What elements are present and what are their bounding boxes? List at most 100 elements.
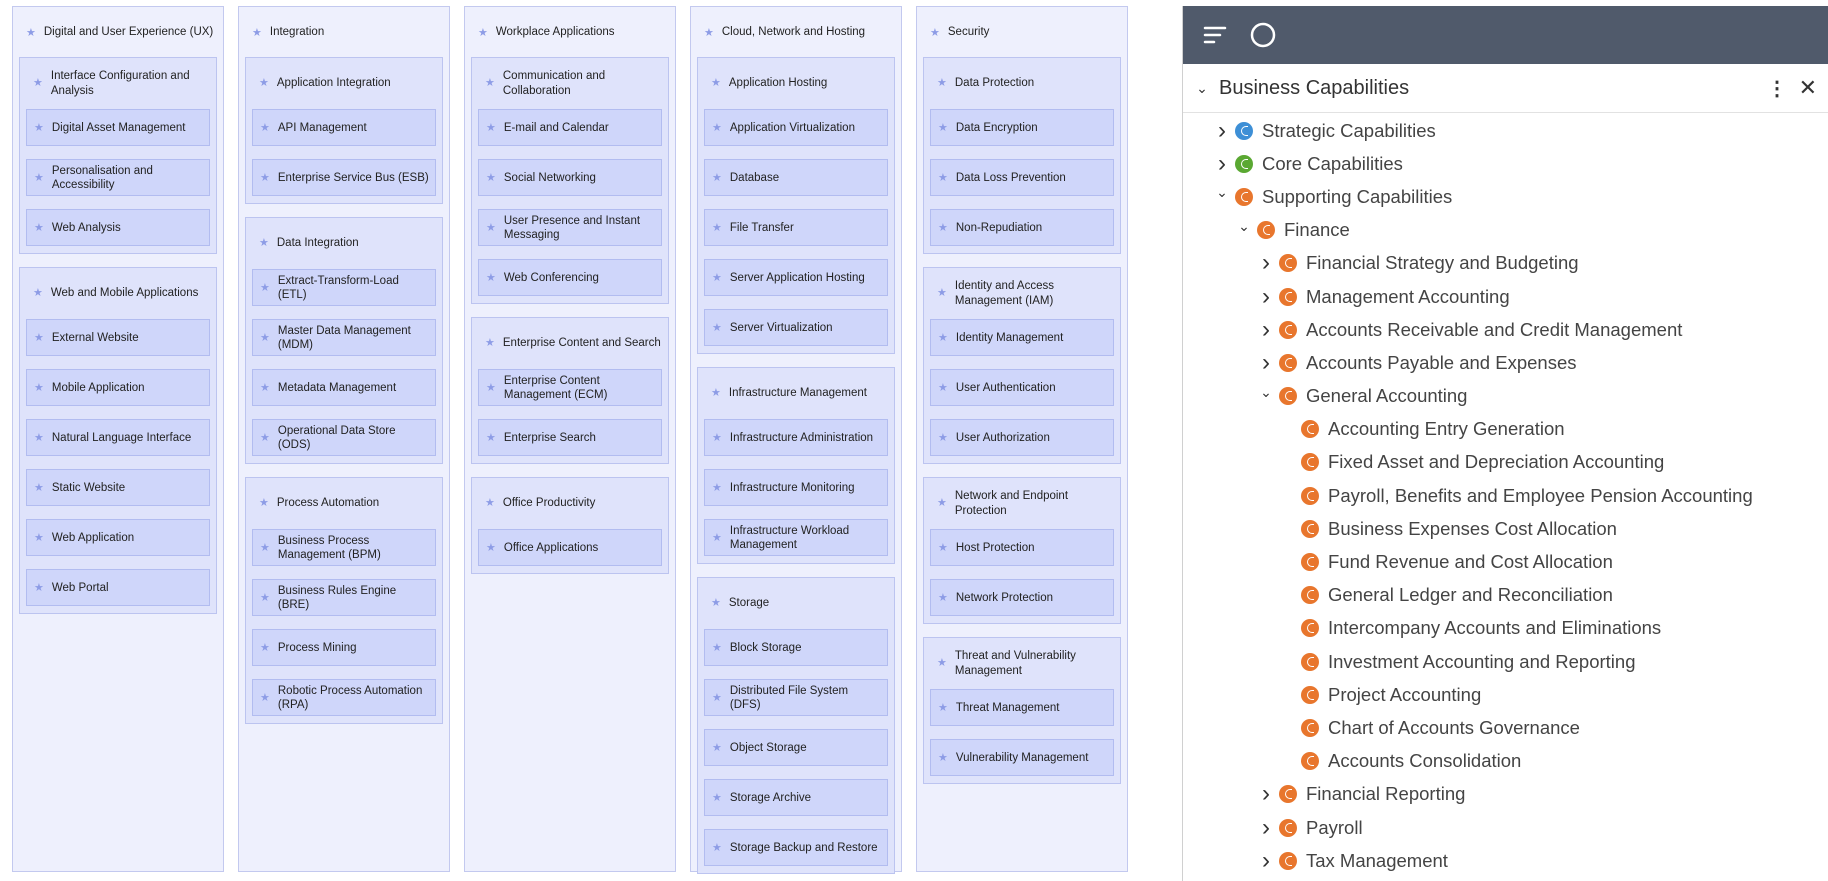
capability[interactable]: ★ Web Portal [26, 569, 210, 606]
capability[interactable]: ★ Enterprise Service Bus (ESB) [252, 159, 436, 196]
capability-label: Host Protection [955, 541, 1035, 554]
tree-row[interactable]: Intercompany Accounts and Eliminations [1183, 612, 1828, 645]
node-label: General Ledger and Reconciliation [1328, 584, 1613, 606]
star-icon: ★ [938, 171, 948, 184]
expand-toggle[interactable]: › [1262, 348, 1270, 376]
expand-toggle[interactable]: ⌄ [1238, 217, 1250, 234]
capability[interactable]: ★ Business Process Management (BPM) [252, 529, 436, 566]
capability[interactable]: ★ Vulnerability Management [930, 739, 1114, 776]
capability[interactable]: ★ Extract-Transform-Load (ETL) [252, 269, 436, 306]
capability[interactable]: ★ Robotic Process Automation (RPA) [252, 679, 436, 716]
expand-toggle[interactable]: › [1262, 249, 1270, 277]
node-icon [1257, 221, 1275, 240]
capability[interactable]: ★ E-mail and Calendar [478, 109, 662, 146]
close-icon[interactable]: ✕ [1798, 75, 1817, 100]
capability[interactable]: ★ Enterprise Content Management (ECM) [478, 369, 662, 406]
capability[interactable]: ★ Data Encryption [930, 109, 1114, 146]
expand-toggle[interactable]: › [1262, 846, 1270, 874]
capability[interactable]: ★ Infrastructure Monitoring [704, 469, 888, 506]
capability[interactable]: ★ Master Data Management (MDM) [252, 319, 436, 356]
capability[interactable]: ★ Web Analysis [26, 209, 210, 246]
tree-row[interactable]: Payroll, Benefits and Employee Pension A… [1183, 479, 1828, 512]
capability-label: Extract-Transform-Load (ETL) [277, 274, 399, 301]
capability[interactable]: ★ Infrastructure Workload Management [704, 519, 888, 556]
expand-toggle[interactable]: ⌄ [1216, 184, 1228, 201]
capability[interactable]: ★ Web Conferencing [478, 259, 662, 296]
tree-row[interactable]: › Strategic Capabilities [1183, 114, 1828, 147]
capability[interactable]: ★ Host Protection [930, 529, 1114, 566]
tree-row[interactable]: › Accounts Receivable and Credit Manageme… [1183, 313, 1828, 346]
capability[interactable]: ★ Block Storage [704, 629, 888, 666]
node-icon [1279, 320, 1297, 339]
capability[interactable]: ★ Mobile Application [26, 369, 210, 406]
capability[interactable]: ★ Digital Asset Management [26, 109, 210, 146]
tree-row[interactable]: Fixed Asset and Depreciation Accounting [1183, 446, 1828, 479]
capability[interactable]: ★ Static Website [26, 469, 210, 506]
capability[interactable]: ★ Threat Management [930, 689, 1114, 726]
capability[interactable]: ★ User Presence and Instant Messaging [478, 209, 662, 246]
capability[interactable]: ★ Personalisation and Accessibility [26, 159, 210, 196]
capability[interactable]: ★ Server Virtualization [704, 309, 888, 346]
star-icon: ★ [712, 271, 722, 284]
tree-row[interactable]: Accounting Entry Generation [1183, 413, 1828, 446]
menu-icon[interactable]: ⋮ [1767, 77, 1787, 100]
expand-toggle[interactable]: › [1262, 282, 1270, 310]
capability[interactable]: ★ External Website [26, 319, 210, 356]
capability[interactable]: ★ Data Loss Prevention [930, 159, 1114, 196]
capability[interactable]: ★ Social Networking [478, 159, 662, 196]
tree-row[interactable]: › Financial Strategy and Budgeting [1183, 247, 1828, 280]
tree-row[interactable]: General Ledger and Reconciliation [1183, 579, 1828, 612]
capability[interactable]: ★ Infrastructure Administration [704, 419, 888, 456]
capability[interactable]: ★ Database [704, 159, 888, 196]
collapse-icon[interactable]: ⌄ [1196, 79, 1208, 96]
tree-row[interactable]: Investment Accounting and Reporting [1183, 645, 1828, 678]
capability[interactable]: ★ File Transfer [704, 209, 888, 246]
expand-toggle[interactable]: › [1262, 813, 1270, 841]
expand-toggle[interactable]: ⌄ [1260, 383, 1272, 400]
capability-label: Server Application Hosting [729, 271, 865, 284]
tree-row[interactable]: ⌄ Finance [1183, 214, 1828, 247]
expand-toggle[interactable]: › [1262, 780, 1270, 808]
capability[interactable]: ★ Identity Management [930, 319, 1114, 356]
capability[interactable]: ★ Server Application Hosting [704, 259, 888, 296]
capability[interactable]: ★ Application Virtualization [704, 109, 888, 146]
capability[interactable]: ★ User Authorization [930, 419, 1114, 456]
tree-row[interactable]: Business Expenses Cost Allocation [1183, 512, 1828, 545]
tree-row[interactable]: › Financial Reporting [1183, 778, 1828, 811]
capability[interactable]: ★ Natural Language Interface [26, 419, 210, 456]
tree-row[interactable]: Project Accounting [1183, 678, 1828, 711]
tree-row[interactable]: Fund Revenue and Cost Allocation [1183, 545, 1828, 578]
tree-row[interactable]: Accounts Consolidation [1183, 745, 1828, 778]
capability[interactable]: ★ Metadata Management [252, 369, 436, 406]
expand-toggle[interactable]: › [1218, 116, 1226, 144]
tree-row[interactable]: ⌄ Supporting Capabilities [1183, 180, 1828, 213]
node-label: Payroll [1306, 816, 1363, 838]
star-icon: ★ [486, 271, 496, 284]
capability[interactable]: ★ Process Mining [252, 629, 436, 666]
capability[interactable]: ★ Object Storage [704, 729, 888, 766]
tree-row[interactable]: Chart of Accounts Governance [1183, 711, 1828, 744]
tree-row[interactable]: › Core Capabilities [1183, 147, 1828, 180]
capability[interactable]: ★ Non-Repudiation [930, 209, 1114, 246]
column-header-label: Digital and User Experience (UX) [43, 26, 214, 38]
tree-row[interactable]: › Tax Management [1183, 844, 1828, 877]
expand-toggle[interactable]: › [1262, 315, 1270, 343]
tree-row[interactable]: › Payroll [1183, 811, 1828, 844]
capability-label: Network Protection [955, 591, 1054, 604]
capability[interactable]: ★ API Management [252, 109, 436, 146]
tree-row[interactable]: ⌄ General Accounting [1183, 380, 1828, 413]
capability[interactable]: ★ Storage Archive [704, 779, 888, 816]
capability[interactable]: ★ Storage Backup and Restore [704, 829, 888, 866]
capability[interactable]: ★ Network Protection [930, 579, 1114, 616]
capability[interactable]: ★ Web Application [26, 519, 210, 556]
capability[interactable]: ★ User Authentication [930, 369, 1114, 406]
capability[interactable]: ★ Distributed File System (DFS) [704, 679, 888, 716]
tree-row[interactable]: › Accounts Payable and Expenses [1183, 346, 1828, 379]
capability[interactable]: ★ Office Applications [478, 529, 662, 566]
group: ★ Enterprise Content and Search ★ Enterpris… [471, 317, 669, 464]
expand-toggle[interactable]: › [1218, 149, 1226, 177]
capability[interactable]: ★ Business Rules Engine (BRE) [252, 579, 436, 616]
tree-row[interactable]: › Management Accounting [1183, 280, 1828, 313]
capability[interactable]: ★ Enterprise Search [478, 419, 662, 456]
capability[interactable]: ★ Operational Data Store (ODS) [252, 419, 436, 456]
